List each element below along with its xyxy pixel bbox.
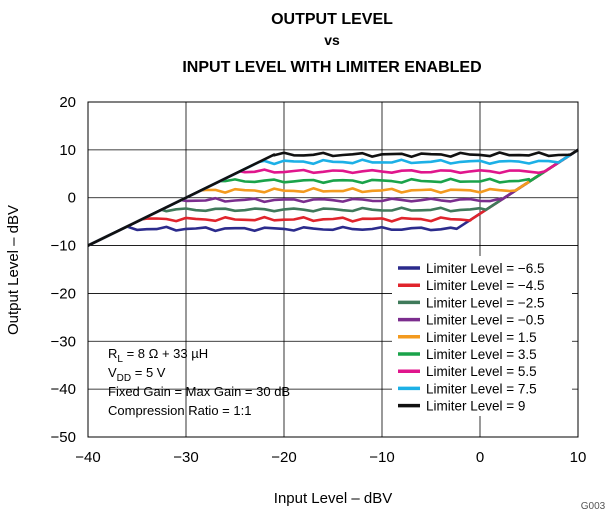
legend-box	[392, 256, 572, 416]
legend-label: Limiter Level = −2.5	[426, 295, 545, 310]
series-line	[87, 148, 579, 247]
series-line	[87, 148, 579, 247]
chart-title-line-3: INPUT LEVEL WITH LIMITER ENABLED	[182, 59, 481, 76]
series-line	[87, 148, 579, 247]
y-tick-label: 20	[59, 94, 76, 111]
legend-label: Limiter Level = 7.5	[426, 381, 537, 396]
x-tick-label: −30	[173, 449, 198, 466]
x-ticks: −40 −30 −20 −10 0 10	[75, 449, 586, 466]
legend-label: Limiter Level = −0.5	[426, 313, 545, 328]
series-line	[87, 148, 579, 247]
y-axis-label: Output Level – dBV	[5, 205, 22, 335]
y-tick-label: −10	[51, 238, 76, 255]
annotation-line: RL = 8 Ω + 33 µH	[108, 346, 208, 365]
legend-label: Limiter Level = 5.5	[426, 364, 537, 379]
series-group	[87, 148, 579, 247]
plot-frame	[87, 101, 579, 438]
x-tick-label: −40	[75, 449, 100, 466]
series-line	[87, 148, 579, 247]
legend-label: Limiter Level = 1.5	[426, 330, 537, 345]
x-tick-label: −10	[369, 449, 394, 466]
annotation-line: Fixed Gain = Max Gain = 30 dB	[108, 384, 290, 399]
chart-title-line-1: OUTPUT LEVEL	[271, 11, 393, 28]
x-tick-label: −20	[271, 449, 296, 466]
y-tick-label: −50	[51, 429, 76, 446]
legend: Limiter Level = −6.5 Limiter Level = −4.5…	[392, 256, 572, 416]
chart-title-line-2: vs	[324, 32, 340, 48]
annotation-line: Compression Ratio = 1:1	[108, 403, 251, 418]
x-tick-label: 0	[476, 449, 484, 466]
figure-id: G003	[581, 501, 606, 512]
series-line	[87, 148, 579, 247]
legend-label: Limiter Level = 9	[426, 399, 525, 414]
x-axis-label: Input Level – dBV	[274, 490, 392, 507]
legend-label: Limiter Level = −4.5	[426, 278, 545, 293]
x-tick-label: 10	[570, 449, 587, 466]
y-tick-label: 0	[68, 190, 76, 207]
annotation-line: VDD = 5 V	[108, 365, 166, 384]
y-tick-label: −20	[51, 285, 76, 302]
y-tick-label: −40	[51, 381, 76, 398]
legend-label: Limiter Level = 3.5	[426, 347, 537, 362]
series-line	[87, 148, 579, 247]
y-tick-label: 10	[59, 142, 76, 159]
series-line	[87, 148, 579, 247]
y-tick-label: −30	[51, 333, 76, 350]
legend-label: Limiter Level = −6.5	[426, 261, 545, 276]
y-ticks: −50 −40 −30 −20 −10 0 10 20	[51, 94, 76, 446]
series-line	[87, 148, 579, 247]
